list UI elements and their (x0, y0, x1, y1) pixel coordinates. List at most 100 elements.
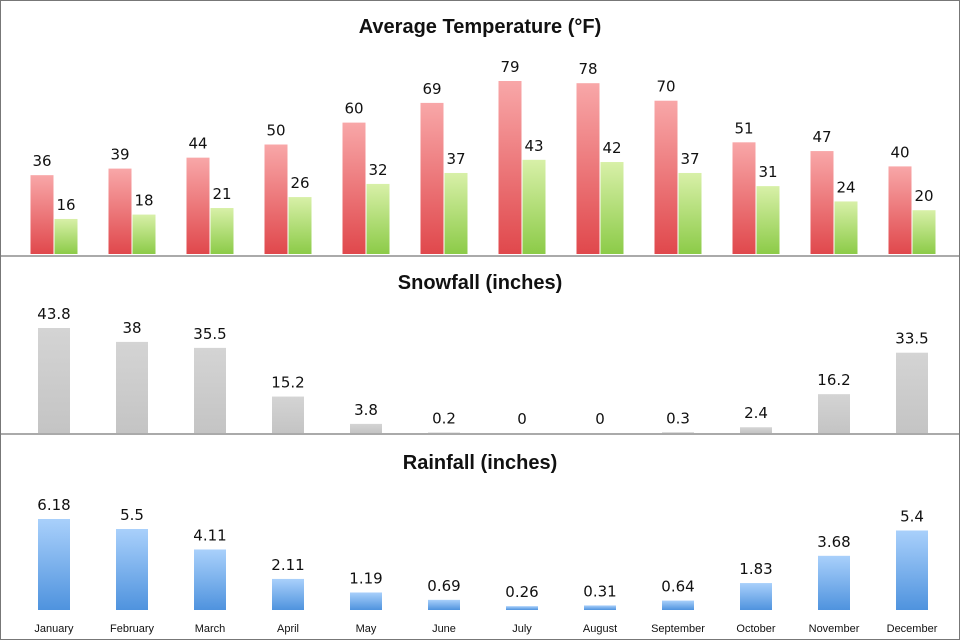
rain-value-label-rainfall-july: 0.26 (505, 583, 538, 601)
temp-bar-low-august (600, 162, 624, 254)
snow-value-label-snowfall-november: 16.2 (817, 371, 850, 389)
rain-value-label-rainfall-august: 0.31 (583, 582, 616, 600)
rain-value-label-rainfall-march: 4.11 (193, 526, 226, 544)
temp-bar-high-october (732, 142, 756, 254)
temp-bar-low-may (366, 183, 390, 254)
temp-bar-high-july (498, 81, 522, 254)
temp-value-label-low-december: 20 (914, 187, 933, 205)
temp-value-label-high-march: 44 (188, 135, 207, 153)
temp-value-label-low-january: 16 (56, 196, 75, 214)
temp-value-label-high-september: 70 (656, 78, 675, 96)
rain-value-label-rainfall-september: 0.64 (661, 578, 694, 596)
snow-value-label-snowfall-march: 35.5 (193, 325, 226, 343)
snow-value-label-snowfall-april: 15.2 (271, 374, 304, 392)
temp-bar-high-february (108, 168, 132, 254)
x-tick-label-january: January (34, 623, 74, 635)
rain-bar-rainfall-april (272, 578, 304, 610)
x-tick-label-september: September (651, 623, 705, 635)
x-tick-label-march: March (195, 623, 226, 635)
x-tick-label-july: July (512, 623, 532, 635)
snow-bar-snowfall-april (272, 396, 304, 433)
temp-value-label-high-may: 60 (344, 100, 363, 118)
temp-value-label-low-october: 31 (758, 163, 777, 181)
rain-value-label-rainfall-april: 2.11 (271, 556, 304, 574)
snow-value-label-snowfall-september: 0.3 (666, 409, 690, 427)
snow-bar-snowfall-september (662, 432, 694, 433)
temp-bar-low-january (54, 218, 78, 254)
x-tick-label-june: June (432, 623, 456, 635)
snow-value-label-snowfall-december: 33.5 (895, 330, 928, 348)
rain-bar-rainfall-october (740, 583, 772, 610)
snow-bar-snowfall-may (350, 423, 382, 433)
snow-bar-snowfall-october (740, 427, 772, 433)
temp-value-label-low-november: 24 (836, 178, 855, 196)
rain-value-label-rainfall-may: 1.19 (349, 569, 382, 587)
temp-value-label-high-december: 40 (890, 143, 909, 161)
rain-bar-rainfall-june (428, 599, 460, 610)
temp-bar-low-march (210, 208, 234, 254)
temp-bar-low-february (132, 214, 156, 254)
temp-bar-low-june (444, 172, 468, 254)
temp-bar-high-march (186, 157, 210, 254)
rain-value-label-rainfall-october: 1.83 (739, 560, 772, 578)
temp-value-label-low-august: 42 (602, 139, 621, 157)
rain-bar-rainfall-may (350, 592, 382, 610)
rain-bar-rainfall-july (506, 606, 538, 610)
temp-bar-low-october (756, 186, 780, 254)
x-tick-label-april: April (277, 623, 299, 635)
rain-bar-rainfall-march (194, 549, 226, 610)
snow-bar-snowfall-november (818, 394, 850, 433)
temp-value-label-high-november: 47 (812, 128, 831, 146)
temp-value-label-low-july: 43 (524, 137, 543, 155)
snow-bar-snowfall-january (38, 328, 70, 433)
snow-bar-snowfall-february (116, 341, 148, 433)
temp-bar-low-september (678, 172, 702, 254)
temp-bar-high-august (576, 83, 600, 254)
temp-bar-high-december (888, 166, 912, 254)
rainfall-chart-title: Rainfall (inches) (403, 452, 557, 474)
temp-bar-high-april (264, 144, 288, 254)
rain-value-label-rainfall-november: 3.68 (817, 533, 850, 551)
temp-value-label-high-january: 36 (32, 152, 51, 170)
x-tick-label-november: November (809, 623, 860, 635)
temp-bar-low-july (522, 159, 546, 254)
rain-value-label-rainfall-january: 6.18 (37, 496, 70, 514)
temp-value-label-low-april: 26 (290, 174, 309, 192)
temp-bar-high-june (420, 102, 444, 254)
temp-value-label-high-august: 78 (578, 60, 597, 78)
temp-bar-high-september (654, 100, 678, 254)
rain-value-label-rainfall-february: 5.5 (120, 506, 144, 524)
temp-value-label-low-march: 21 (212, 185, 231, 203)
temp-value-label-high-april: 50 (266, 122, 285, 140)
temp-bar-high-may (342, 122, 366, 254)
snow-value-label-snowfall-february: 38 (122, 319, 141, 337)
snow-value-label-snowfall-october: 2.4 (744, 404, 768, 422)
temp-bar-high-november (810, 151, 834, 254)
snow-bar-snowfall-march (194, 347, 226, 433)
temp-bar-low-november (834, 201, 858, 254)
temp-value-label-low-september: 37 (680, 150, 699, 168)
temp-value-label-high-october: 51 (734, 119, 753, 137)
temp-bar-low-december (912, 210, 936, 254)
snow-value-label-snowfall-may: 3.8 (354, 401, 378, 419)
rain-value-label-rainfall-june: 0.69 (427, 577, 460, 595)
chart-marks: 36 39 44 50 60 69 79 78 70 51 47 40 16 18 21 26 32 37 43 42… (30, 58, 938, 635)
snow-value-label-snowfall-january: 43.8 (37, 305, 70, 323)
temp-value-label-high-february: 39 (110, 146, 129, 164)
rain-bar-rainfall-february (116, 529, 148, 610)
temp-value-label-low-february: 18 (134, 192, 153, 210)
rain-bar-rainfall-november (818, 555, 850, 610)
snow-value-label-snowfall-august: 0 (595, 410, 605, 428)
x-tick-label-may: May (356, 623, 377, 635)
snow-value-label-snowfall-july: 0 (517, 410, 527, 428)
temperature-chart-title: Average Temperature (°F) (359, 16, 602, 38)
rain-bar-rainfall-december (896, 530, 928, 610)
temp-value-label-low-may: 32 (368, 161, 387, 179)
temp-bar-low-april (288, 197, 312, 254)
rain-bar-rainfall-january (38, 519, 70, 610)
rain-value-label-rainfall-december: 5.4 (900, 507, 924, 525)
snowfall-chart-title: Snowfall (inches) (398, 272, 562, 294)
temp-bar-high-january (30, 175, 54, 254)
